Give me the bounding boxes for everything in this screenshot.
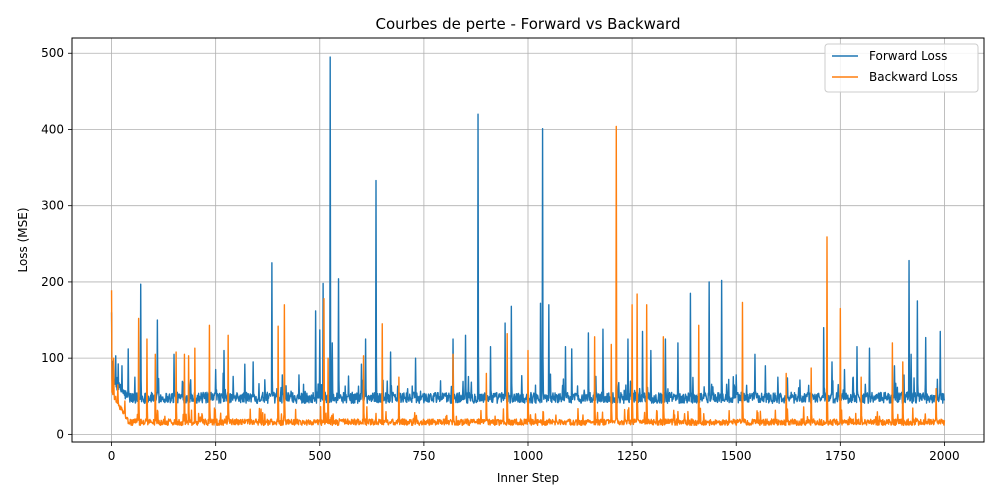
y-tick-label: 200 bbox=[41, 275, 64, 289]
legend-box bbox=[824, 43, 979, 93]
x-tick-label: 0 bbox=[108, 449, 116, 463]
y-tick-label: 300 bbox=[41, 199, 64, 213]
y-tick-label: 0 bbox=[56, 427, 64, 441]
x-tick-label: 1000 bbox=[513, 449, 544, 463]
x-tick-label: 750 bbox=[412, 449, 435, 463]
x-axis-label: Inner Step bbox=[497, 471, 559, 485]
x-tick-label: 250 bbox=[204, 449, 227, 463]
x-tick-label: 2000 bbox=[929, 449, 960, 463]
legend: Forward Loss Backward Loss bbox=[824, 43, 979, 93]
y-tick-label: 400 bbox=[41, 122, 64, 136]
y-axis-label: Loss (MSE) bbox=[16, 207, 30, 272]
x-tick-label: 1250 bbox=[617, 449, 648, 463]
ticks: 0 250 500 750 1000 1250 1500 1750 2000 0 100 200 300… bbox=[41, 46, 960, 463]
chart-title: Courbes de perte - Forward vs Backward bbox=[375, 15, 680, 33]
series-lines bbox=[110, 56, 946, 427]
legend-label-backward: Backward Loss bbox=[869, 70, 958, 84]
y-tick-label: 500 bbox=[41, 46, 64, 60]
legend-label-forward: Forward Loss bbox=[869, 49, 947, 63]
y-tick-label: 100 bbox=[41, 351, 64, 365]
x-tick-label: 1750 bbox=[825, 449, 856, 463]
x-tick-label: 500 bbox=[308, 449, 331, 463]
series-line-backward bbox=[110, 125, 946, 427]
x-tick-label: 1500 bbox=[721, 449, 752, 463]
